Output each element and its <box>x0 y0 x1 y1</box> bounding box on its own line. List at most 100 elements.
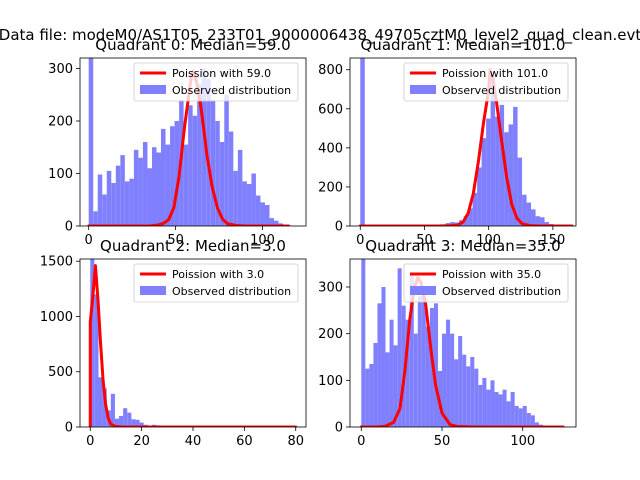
histogram-bar <box>502 389 507 427</box>
y-tick-label: 300 <box>48 62 73 77</box>
histogram-bar <box>450 222 455 226</box>
histogram-bar <box>490 380 495 427</box>
histogram-bar <box>397 268 402 427</box>
y-tick-label: 0 <box>335 220 343 235</box>
histogram-bar <box>389 319 394 427</box>
legend-box <box>133 62 299 102</box>
histogram-bar <box>373 343 378 427</box>
histogram-bar <box>458 336 463 427</box>
y-tick-label: 0 <box>65 220 73 235</box>
histogram-bar <box>482 378 487 427</box>
y-tick-label: 200 <box>318 180 343 195</box>
histogram-bar <box>513 106 518 226</box>
histogram-bar <box>499 104 505 226</box>
histogram-bar <box>442 333 447 427</box>
y-tick-label: 1500 <box>40 255 73 270</box>
histogram-bar <box>127 412 132 427</box>
histogram-bar <box>544 222 550 226</box>
histogram-bar <box>446 319 451 427</box>
x-tick-label: 20 <box>133 434 150 449</box>
x-tick-label: 100 <box>476 233 501 248</box>
histogram-bar <box>360 58 365 226</box>
histogram-bar <box>517 157 523 226</box>
y-tick-label: 800 <box>318 63 343 78</box>
axes-frame <box>349 57 577 227</box>
subplot-title: Quadrant 2: Median=3.0 <box>100 237 286 255</box>
histogram-bar <box>228 131 234 226</box>
histogram-bar <box>106 170 112 226</box>
histogram-bar <box>93 211 98 226</box>
axes-frame <box>349 258 577 428</box>
histogram-bar <box>454 359 459 427</box>
histogram-bar <box>97 174 103 226</box>
histogram-bar <box>498 394 503 427</box>
y-tick-label: 0 <box>65 421 73 436</box>
histogram-bar <box>165 144 171 226</box>
legend-bar-swatch <box>410 286 436 295</box>
histogram-bar <box>119 415 124 427</box>
legend-label-poisson: Poission with 59.0 <box>172 67 271 80</box>
histogram-bar <box>151 147 157 226</box>
histogram-bar <box>417 296 422 427</box>
x-tick-label: 60 <box>236 434 253 449</box>
legend-label-observed: Observed distribution <box>442 285 561 298</box>
histogram-bar <box>115 165 121 226</box>
histogram-bar <box>255 195 261 226</box>
figure-suptitle: Data file: modeM0/AS1T05_233T01_90000064… <box>0 26 640 45</box>
histogram-bar <box>531 209 536 226</box>
legend: Poission with 35.0 Observed distribution <box>403 263 569 303</box>
histogram-bar <box>466 366 471 427</box>
histogram-bar <box>242 181 247 226</box>
y-tick-label: 300 <box>318 281 343 296</box>
histogram-bar <box>365 368 370 427</box>
histogram-bar <box>409 273 414 427</box>
histogram-bar <box>120 155 125 226</box>
histogram-bar <box>170 126 175 226</box>
histogram-bar <box>463 216 469 226</box>
histogram-bar <box>506 401 511 427</box>
histogram-bar <box>462 354 467 427</box>
poisson-curve <box>88 264 298 427</box>
histogram-bar <box>133 149 139 226</box>
x-tick-label: 50 <box>434 434 451 449</box>
histogram-bar <box>530 415 535 427</box>
histogram-bar <box>468 208 473 226</box>
histogram-bar <box>183 144 189 226</box>
histogram-bar <box>138 157 143 226</box>
histogram-bar <box>94 294 99 427</box>
legend-bar-swatch <box>140 85 166 94</box>
axes-frame <box>79 57 307 227</box>
histogram-bar <box>405 319 410 427</box>
histogram-bar <box>206 79 211 226</box>
histogram-bar <box>98 377 103 427</box>
histogram-bar <box>269 218 275 226</box>
histogram-bar <box>246 184 252 226</box>
histogram-bar <box>478 385 483 427</box>
histogram-bar <box>433 303 438 427</box>
plot-content <box>88 259 298 427</box>
histogram-bar <box>377 303 382 427</box>
x-tick-label: 100 <box>250 233 275 248</box>
histogram-bar <box>534 422 539 427</box>
y-tick-label: 0 <box>335 421 343 436</box>
x-tick-label: 50 <box>416 233 433 248</box>
x-tick-label: 50 <box>167 233 184 248</box>
subplot-2: 0 20 40 60 80 0 500 1000 1500 Poission with 3.0 Ob… <box>40 237 307 449</box>
histogram-bar <box>490 75 496 226</box>
histogram-bar <box>393 345 398 427</box>
x-tick-label: 0 <box>356 233 364 248</box>
histogram-bar <box>251 173 256 226</box>
histogram-bar <box>495 116 500 226</box>
y-tick-label: 100 <box>318 374 343 389</box>
y-tick-label: 200 <box>48 115 73 130</box>
subplot-title: Quadrant 3: Median=35.0 <box>365 237 560 255</box>
histogram-bar <box>425 326 430 427</box>
histogram-bar <box>129 178 134 226</box>
histogram-bar <box>486 118 491 226</box>
legend-label-poisson: Poission with 3.0 <box>172 268 264 281</box>
x-tick-label: 150 <box>540 233 565 248</box>
histogram-bar <box>474 368 479 427</box>
plot-content <box>359 259 565 427</box>
histogram-bar <box>470 357 475 427</box>
